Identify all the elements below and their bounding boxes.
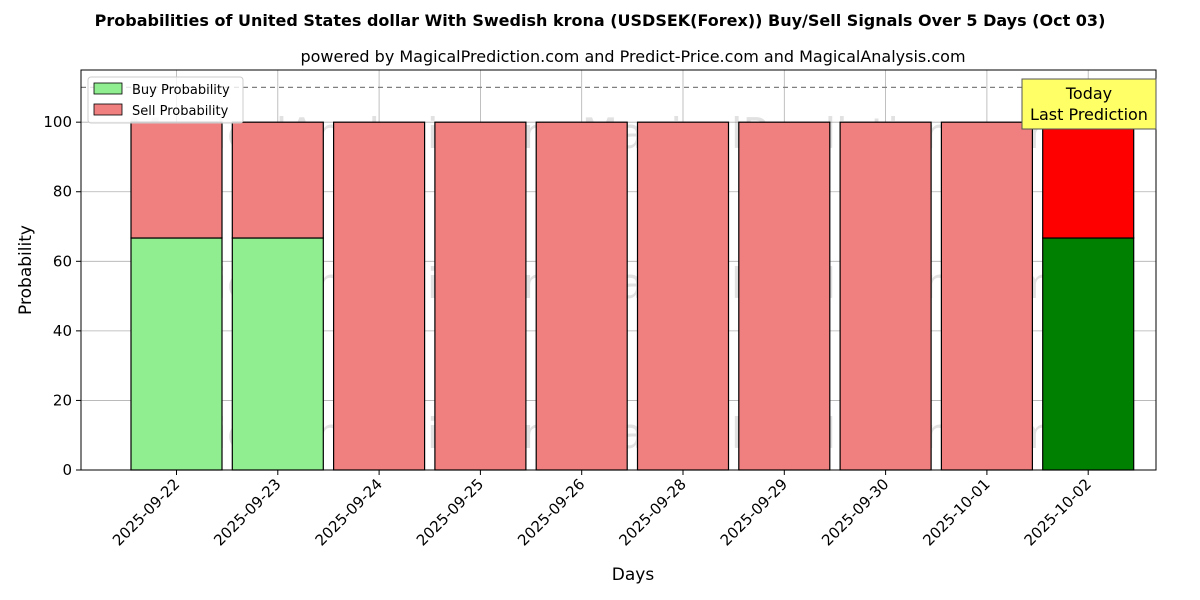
x-axis-label: Days bbox=[612, 565, 655, 585]
y-tick-label: 40 bbox=[53, 322, 72, 340]
bar-sell bbox=[738, 121, 831, 471]
bar-sell bbox=[434, 121, 527, 471]
annotation-box bbox=[1021, 78, 1157, 130]
x-tick-label: 2025-10-01 bbox=[919, 475, 993, 549]
bar-buy bbox=[130, 237, 223, 471]
x-tick-label: 2025-09-23 bbox=[210, 475, 284, 549]
bar-sell bbox=[231, 121, 324, 239]
x-tick-label: 2025-10-02 bbox=[1021, 475, 1095, 549]
bar-buy bbox=[1042, 237, 1135, 471]
legend-swatch-buy bbox=[93, 82, 123, 95]
annotation-line-1: Today bbox=[1065, 84, 1112, 103]
x-tick-label: 2025-09-26 bbox=[514, 475, 588, 549]
today-annotation: Today Last Prediction bbox=[1021, 78, 1157, 130]
x-tick-label: 2025-09-22 bbox=[109, 475, 183, 549]
legend-label-buy: Buy Probability bbox=[132, 83, 230, 98]
x-tick-label: 2025-09-29 bbox=[717, 475, 791, 549]
y-tick-label: 20 bbox=[53, 391, 72, 409]
x-tick-label: 2025-09-30 bbox=[818, 475, 892, 549]
y-axis-label: Probability bbox=[16, 225, 36, 315]
legend-label-sell: Sell Probability bbox=[132, 104, 229, 119]
bar-sell bbox=[636, 121, 730, 471]
legend: Buy Probability Sell Probability bbox=[87, 76, 244, 124]
y-tick-label: 60 bbox=[53, 252, 72, 270]
legend-swatch-sell bbox=[93, 103, 123, 116]
y-tick-label: 80 bbox=[53, 183, 72, 201]
x-tick-label: 2025-09-25 bbox=[413, 475, 487, 549]
bars bbox=[130, 121, 1135, 471]
bar-sell bbox=[130, 121, 223, 239]
x-tick-label: 2025-09-24 bbox=[312, 475, 386, 549]
plot-frame bbox=[80, 69, 1157, 471]
y-axis-ticks: 0 20 40 60 80 100 bbox=[43, 113, 81, 479]
bar-sell bbox=[535, 121, 628, 471]
legend-frame bbox=[87, 76, 244, 124]
x-axis-ticks: 2025-09-22 2025-09-23 2025-09-24 2025-09-25… bbox=[109, 470, 1095, 549]
y-tick-label: 0 bbox=[62, 461, 72, 479]
bar-buy bbox=[231, 237, 324, 471]
chart-title: Probabilities of United States dollar Wi… bbox=[95, 11, 1106, 30]
chart-subtitle: powered by MagicalPrediction.com and Pre… bbox=[300, 47, 965, 66]
bar-sell bbox=[1042, 121, 1135, 239]
bar-sell bbox=[940, 121, 1034, 471]
bar-sell bbox=[839, 121, 932, 471]
annotation-line-2: Last Prediction bbox=[1030, 105, 1148, 124]
x-tick-label: 2025-09-28 bbox=[615, 475, 689, 549]
bar-sell bbox=[333, 121, 426, 471]
y-tick-label: 100 bbox=[43, 113, 72, 131]
